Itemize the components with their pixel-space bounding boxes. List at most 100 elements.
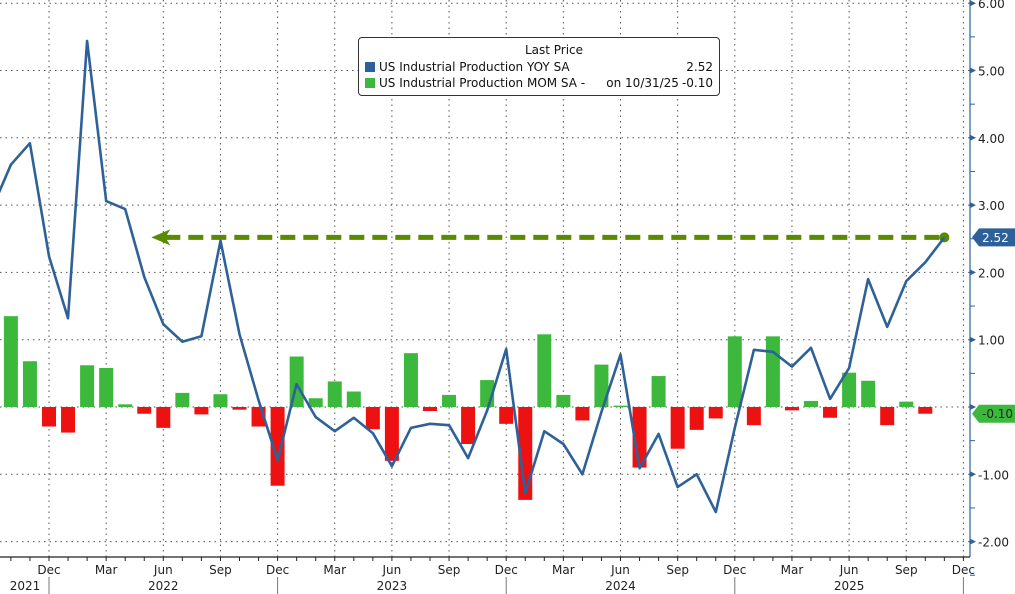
x-tick-label: Sep [209, 563, 232, 577]
x-tick-label: Mar [781, 563, 804, 577]
legend-name-yoy: US Industrial Production YOY SA [379, 60, 570, 74]
x-year-label: 2022 [148, 579, 179, 593]
y-tick-label: -2.00 [978, 536, 1009, 550]
mom-bar [327, 381, 342, 407]
y-tick-label: 4.00 [978, 132, 1005, 146]
yoy-line [0, 39, 946, 514]
legend-date-mom: on 10/31/25 [606, 76, 679, 90]
y-tick-label: 3.00 [978, 199, 1005, 213]
mom-bar [537, 334, 552, 407]
mom-bar [842, 372, 857, 407]
mom-bar [823, 407, 838, 418]
x-tick-label: Dec [952, 563, 975, 577]
x-tick-label: Mar [552, 563, 575, 577]
x-tick-label: Dec [266, 563, 289, 577]
mom-bar [365, 407, 380, 430]
mom-bar [3, 316, 18, 407]
mom-bar [42, 407, 56, 427]
mom-bar [746, 407, 761, 426]
mom-bar [384, 407, 399, 461]
mom-bar [861, 380, 876, 407]
last-value-tag-label: 2.52 [982, 231, 1009, 245]
mom-bar [499, 407, 514, 424]
reference-arrowhead [151, 229, 171, 246]
mom-bar [80, 365, 95, 407]
mom-bar [461, 407, 476, 445]
x-year-label: 2023 [377, 579, 408, 593]
x-year-label: 2021 [10, 579, 41, 593]
mom-bar [232, 407, 247, 410]
mom-bar [22, 361, 37, 407]
mom-bar [423, 407, 437, 412]
mom-bar [308, 398, 323, 407]
y-tick-label: 1.00 [978, 334, 1005, 348]
y-tick [970, 202, 976, 209]
mom-bar [670, 407, 685, 449]
y-tick [970, 269, 976, 276]
x-tick-label: Mar [323, 563, 346, 577]
last-value-tag [972, 404, 1015, 423]
last-value-tags: 2.52 -0.10 [972, 228, 1015, 423]
mom-bar [765, 336, 780, 407]
mom-bar [442, 394, 457, 407]
mom-bar [270, 407, 285, 486]
mom-bar [156, 407, 171, 428]
y-tick [970, 471, 976, 478]
y-tick-label: 5.00 [978, 65, 1005, 79]
y-tick-label: -1.00 [978, 468, 1009, 482]
legend-swatch-yoy [365, 62, 375, 72]
mom-bar [594, 364, 609, 407]
y-tick [970, 67, 976, 74]
y-tick [970, 336, 976, 343]
y-tick [970, 0, 976, 7]
mom-bar [689, 407, 704, 430]
x-tick-label: Sep [895, 563, 918, 577]
legend-value-mom: -0.10 [681, 76, 713, 90]
x-tick-label: Mar [95, 563, 118, 577]
x-tick-label: Sep [438, 563, 461, 577]
y-tick [970, 404, 976, 410]
x-year-label: 2024 [605, 579, 636, 593]
mom-bar [880, 407, 895, 426]
legend: Last Price US Industrial Production YOY … [358, 37, 720, 96]
mom-bar [918, 407, 933, 414]
reference-line [151, 229, 950, 246]
mom-bar [194, 407, 209, 415]
legend-entry-mom: US Industrial Production MOM SA - on 10/… [359, 75, 719, 91]
mom-bar [99, 367, 114, 407]
legend-value-yoy: 2.52 [686, 60, 713, 74]
x-year-label: 2025 [834, 579, 865, 593]
mom-bar [175, 392, 190, 407]
x-tick-label: Jun [839, 563, 859, 577]
x-tick-label: Dec [495, 563, 518, 577]
mom-bar [727, 336, 742, 407]
mom-bar [518, 407, 533, 500]
mom-bar [213, 394, 228, 407]
x-tick-label: Jun [382, 563, 402, 577]
legend-swatch-mom [365, 78, 375, 88]
legend-name-mom: US Industrial Production MOM SA - [379, 76, 586, 90]
last-value-tag [972, 228, 1015, 247]
mom-bar [137, 407, 152, 414]
mom-bars [3, 316, 933, 500]
y-tick-label: 6.00 [978, 0, 1005, 11]
mom-bar [708, 407, 723, 419]
x-tick-label: Jun [153, 563, 173, 577]
mom-bar [651, 376, 666, 407]
mom-bar [118, 404, 133, 407]
mom-bar [556, 394, 571, 407]
y-tick [970, 134, 976, 141]
mom-bar [346, 391, 361, 407]
mom-bar [403, 353, 418, 407]
last-value-tag-label: -0.10 [982, 407, 1013, 421]
y-tick [970, 538, 976, 545]
yoy-line-path [0, 39, 946, 514]
mom-bar [804, 400, 818, 407]
mom-bar [575, 407, 590, 421]
y-tick-label: 2.00 [978, 266, 1005, 280]
x-tick-label: Dec [723, 563, 746, 577]
mom-bar [613, 405, 628, 407]
x-tick-label: Jun [610, 563, 630, 577]
x-tick-label: Dec [37, 563, 60, 577]
